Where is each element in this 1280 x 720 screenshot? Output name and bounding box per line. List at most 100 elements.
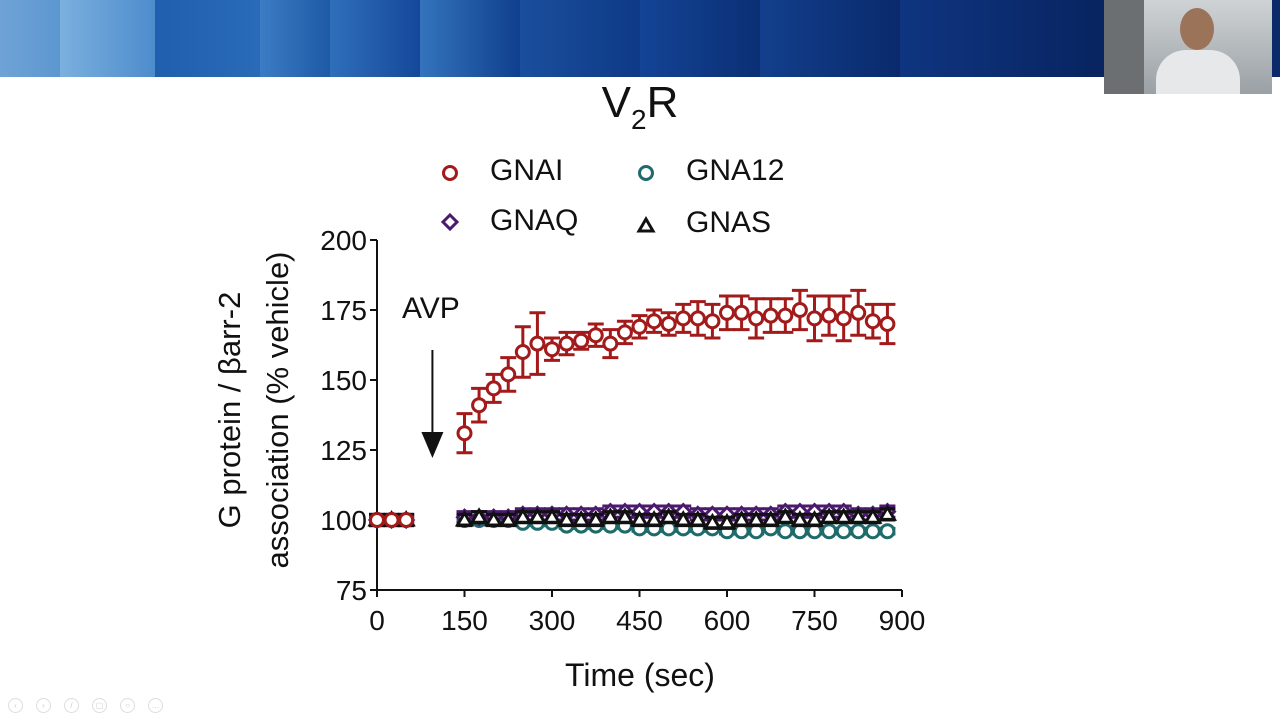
- pen-button[interactable]: /: [64, 698, 79, 713]
- gnai-circle-marker: [573, 332, 590, 349]
- gnas-triangle-marker: [659, 507, 679, 524]
- gnai-circle-marker: [879, 316, 896, 332]
- x-axis-label: Time (sec): [565, 657, 715, 693]
- gnai-circle-marker: [689, 310, 706, 327]
- series-gnai: [369, 288, 896, 528]
- gnas-triangle-marker: [761, 510, 781, 527]
- legend-gna12-circle-marker: [638, 165, 654, 181]
- gnai-circle-marker: [471, 397, 488, 414]
- legend-gnas: GNAS: [686, 206, 772, 239]
- y-tick-label: 75: [336, 575, 367, 606]
- gnai-circle-marker: [383, 512, 400, 528]
- legend-gnas-triangle-marker: [636, 216, 656, 233]
- gnas-triangle-marker: [644, 510, 664, 527]
- gnai-circle-marker: [631, 318, 648, 335]
- gnai-circle-marker: [660, 316, 677, 332]
- gnai-circle-marker: [704, 313, 721, 330]
- gna12-circle-marker: [777, 523, 794, 540]
- gnas-triangle-marker: [498, 510, 518, 527]
- legend-gnai-circle-marker: [442, 165, 458, 181]
- gnai-circle-marker: [616, 324, 633, 341]
- gnas-triangle-marker: [586, 510, 606, 527]
- zoom-button[interactable]: ○: [120, 698, 135, 713]
- y-tick-label: 200: [320, 225, 367, 256]
- gnas-triangle-marker: [469, 507, 489, 524]
- gnas-triangle-marker: [629, 510, 650, 527]
- gnas-triangle-marker: [877, 504, 898, 521]
- next-slide-button[interactable]: ›: [36, 698, 51, 713]
- gnai-circle-marker: [529, 335, 546, 352]
- legend-gna12: GNA12: [686, 154, 785, 187]
- x-tick-label: 0: [369, 605, 385, 636]
- gnai-circle-marker: [762, 307, 779, 324]
- gnai-circle-marker: [398, 512, 415, 528]
- x-tick-label: 600: [704, 605, 751, 636]
- gna12-circle-marker: [850, 523, 867, 540]
- gna12-circle-marker: [835, 523, 852, 540]
- gnas-triangle-marker: [731, 510, 752, 527]
- gnai-circle-marker: [602, 335, 619, 352]
- legend-gnai: GNAI: [490, 154, 564, 187]
- y-tick-label: 100: [320, 505, 367, 536]
- gnas-triangle-marker: [688, 510, 708, 527]
- gnas-triangle-marker: [542, 507, 562, 524]
- gnai-circle-marker: [369, 512, 385, 528]
- gnas-triangle-marker: [600, 507, 620, 524]
- gnas-triangle-marker: [790, 510, 810, 527]
- legend-gnaq-diamond-marker: [440, 212, 460, 232]
- gnai-circle-marker: [835, 310, 852, 327]
- gnas-triangle-marker: [673, 510, 693, 527]
- x-tick-label: 900: [879, 605, 926, 636]
- gnas-triangle-marker: [775, 507, 795, 524]
- gnas-triangle-marker: [513, 507, 533, 524]
- gna12-circle-marker: [821, 523, 838, 540]
- y-tick-label: 175: [320, 295, 367, 326]
- x-tick-label: 300: [529, 605, 576, 636]
- gnas-triangle-marker: [571, 510, 591, 527]
- gnas-triangle-marker: [454, 510, 475, 527]
- legend-gnaq: GNAQ: [490, 204, 579, 237]
- gnai-circle-marker: [675, 310, 692, 327]
- presenter-webcam: [1104, 0, 1272, 94]
- gnas-triangle-marker: [717, 512, 737, 530]
- gnai-circle-marker: [864, 313, 881, 330]
- gnai-circle-marker: [806, 310, 823, 327]
- gnai-circle-marker: [456, 425, 473, 442]
- gnas-triangle-marker: [863, 507, 883, 524]
- gnai-circle-marker: [791, 302, 808, 318]
- gnai-circle-marker: [485, 380, 502, 397]
- y-tick-label: 125: [320, 435, 367, 466]
- gnai-circle-marker: [587, 327, 604, 344]
- gnai-circle-marker: [733, 304, 750, 321]
- avp-arrow-head-icon: [421, 432, 444, 458]
- gnas-triangle-marker: [804, 510, 825, 527]
- gnas-triangle-marker: [615, 507, 635, 524]
- gnas-triangle-marker: [746, 510, 766, 527]
- gnas-triangle-marker: [484, 510, 504, 527]
- gnai-circle-marker: [514, 344, 531, 360]
- gnas-triangle-marker: [702, 512, 723, 530]
- x-tick-label: 150: [441, 605, 488, 636]
- gnai-circle-marker: [777, 307, 794, 324]
- chart-title: V2R: [601, 78, 679, 135]
- gnas-triangle-marker: [848, 507, 868, 524]
- x-tick-label: 450: [616, 605, 663, 636]
- y-tick-label: 150: [320, 365, 367, 396]
- gna12-circle-marker: [864, 523, 881, 540]
- gnas-triangle-marker: [834, 507, 854, 524]
- gnas-triangle-marker: [556, 510, 577, 527]
- gnai-circle-marker: [719, 304, 735, 321]
- gnai-circle-marker: [646, 313, 663, 330]
- slides-button[interactable]: ▢: [92, 698, 107, 713]
- avp-annotation: AVP: [402, 292, 460, 325]
- gnai-circle-marker: [850, 304, 867, 321]
- gnai-circle-marker: [821, 307, 838, 324]
- previous-slide-button[interactable]: ‹: [8, 698, 23, 713]
- gnas-triangle-marker: [819, 507, 839, 524]
- gna12-circle-marker: [879, 523, 896, 540]
- gnai-circle-marker: [544, 341, 560, 358]
- more-button[interactable]: …: [148, 698, 163, 713]
- gnai-circle-marker: [748, 310, 765, 327]
- gnas-triangle-marker: [527, 507, 548, 524]
- x-tick-label: 750: [791, 605, 838, 636]
